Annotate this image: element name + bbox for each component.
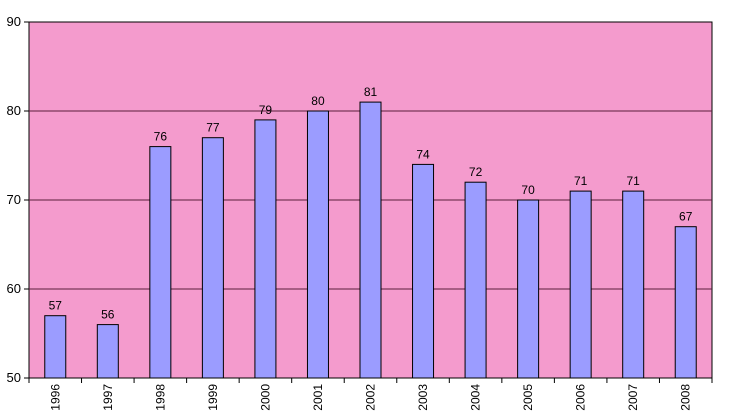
bar-2008 xyxy=(674,226,697,379)
data-label-2001: 80 xyxy=(311,94,325,108)
data-label-2000: 79 xyxy=(259,103,273,117)
data-label-2002: 81 xyxy=(364,85,378,99)
bar-1997 xyxy=(96,324,119,379)
bar-2001 xyxy=(306,110,329,379)
data-label-2005: 70 xyxy=(521,183,535,197)
bar-2004 xyxy=(464,181,487,379)
data-label-2007: 71 xyxy=(627,174,641,188)
bar-1998 xyxy=(149,146,172,379)
y-axis: 50 60 70 80 90 xyxy=(7,14,29,385)
x-tick-label-2002: 2002 xyxy=(364,384,378,411)
bar-1996 xyxy=(44,315,67,379)
x-axis: 1996 1997 1998 1999 2000 2001 2002 2003 2004 2005… xyxy=(28,378,713,411)
bar-2000 xyxy=(254,119,277,379)
data-label-2004: 72 xyxy=(469,165,483,179)
bar-2007 xyxy=(622,190,645,379)
y-tick-label: 50 xyxy=(7,370,21,385)
x-tick-label-2001: 2001 xyxy=(311,384,325,411)
x-tick-label-2008: 2008 xyxy=(679,384,693,411)
data-label-2006: 71 xyxy=(574,174,588,188)
data-label-1999: 77 xyxy=(206,121,220,135)
y-tick-label: 80 xyxy=(7,103,21,118)
x-tick-label-1997: 1997 xyxy=(101,384,115,411)
bar-2005 xyxy=(517,199,540,379)
x-tick-label-2000: 2000 xyxy=(258,384,272,411)
data-label-1996: 57 xyxy=(49,299,63,313)
x-tick-label-1996: 1996 xyxy=(48,384,62,411)
x-tick-label-2006: 2006 xyxy=(574,384,588,411)
data-label-2003: 74 xyxy=(416,147,430,161)
x-tick-label-2004: 2004 xyxy=(469,384,483,411)
bar-2003 xyxy=(412,163,435,379)
data-label-1998: 76 xyxy=(154,130,168,144)
bar-2002 xyxy=(359,101,382,379)
bars xyxy=(44,101,697,379)
x-tick-label-1998: 1998 xyxy=(153,384,167,411)
y-tick-label: 60 xyxy=(7,281,21,296)
y-tick-label: 70 xyxy=(7,192,21,207)
bar-1999 xyxy=(201,137,224,379)
y-tick-label: 90 xyxy=(7,14,21,29)
data-label-1997: 56 xyxy=(101,308,115,322)
x-tick-label-2007: 2007 xyxy=(626,384,640,411)
data-labels: 57 56 76 77 79 80 81 74 72 70 71 71 67 xyxy=(49,85,693,322)
bar-2006 xyxy=(569,190,592,379)
x-tick-label-1999: 1999 xyxy=(206,384,220,411)
x-tick-label-2003: 2003 xyxy=(416,384,430,411)
x-tick-label-2005: 2005 xyxy=(521,384,535,411)
data-label-2008: 67 xyxy=(679,210,693,224)
